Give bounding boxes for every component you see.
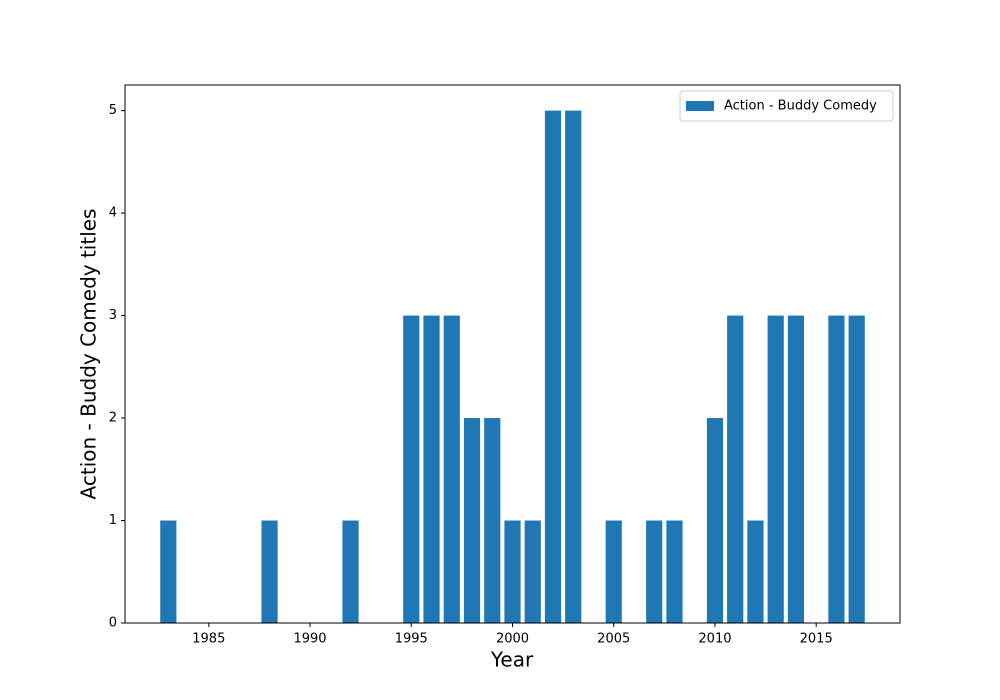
x-axis-label: Year [490,648,534,672]
bar [787,315,805,623]
bar [160,520,177,623]
bar [423,315,440,623]
bar [747,520,764,623]
bar [261,520,278,623]
bar [828,315,845,623]
bar [646,520,663,623]
bar [605,520,622,623]
x-tick-label: 1990 [293,632,326,647]
y-tick-label: 1 [109,513,117,528]
x-tick-label: 2010 [698,632,731,647]
bar [504,520,521,623]
bar [706,418,724,623]
y-tick-label: 2 [109,411,117,426]
bar [484,418,501,623]
y-axis-label: Action - Buddy Comedy titles [77,209,101,500]
bar [443,315,460,623]
bar [544,110,562,624]
x-tick-label: 2005 [597,632,630,647]
legend-swatch [686,101,714,111]
y-tick-label: 0 [109,616,117,631]
bar [403,315,420,623]
x-tick-label: 2000 [496,632,529,647]
bar [848,315,865,623]
bar [524,520,541,623]
bar [565,110,582,624]
x-tick-label: 2015 [800,632,833,647]
legend-box [679,90,894,122]
bar [727,315,744,623]
x-tick-label: 1985 [192,632,225,647]
y-tick-label: 3 [109,308,117,323]
x-tick-label: 1995 [395,632,428,647]
legend-label: Action - Buddy Comedy [724,99,877,114]
bar [342,520,359,623]
y-tick-label: 5 [109,103,117,118]
y-tick-label: 4 [109,206,117,221]
bar [463,418,481,623]
bar [767,315,784,623]
bar [666,520,683,623]
